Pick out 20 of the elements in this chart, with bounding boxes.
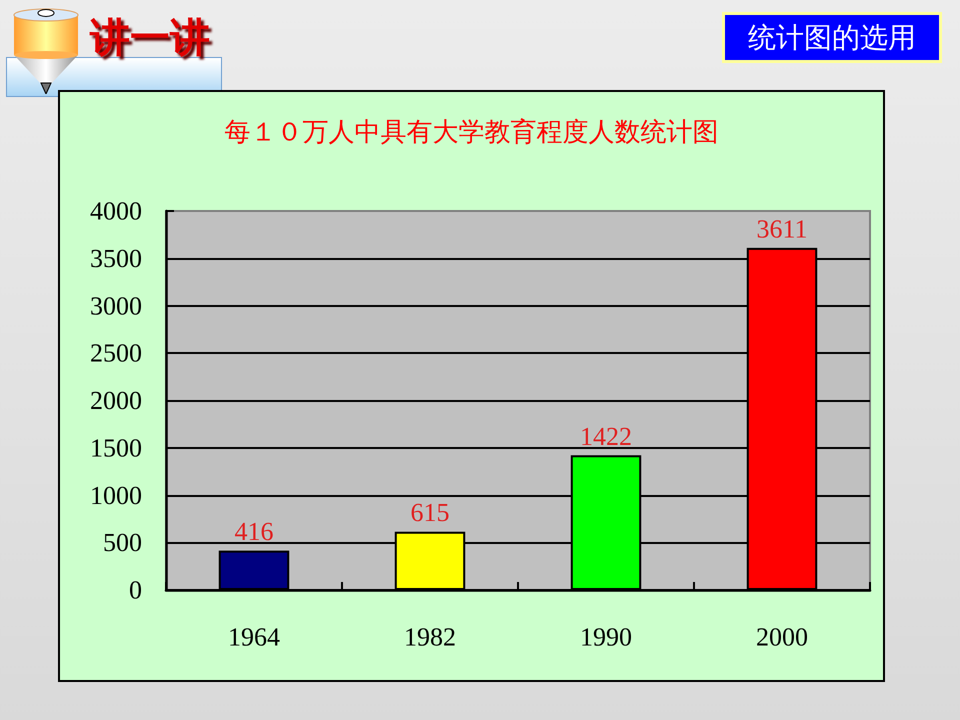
y-tick-label: 1000 (90, 480, 142, 510)
y-tick-label: 500 (103, 528, 142, 558)
y-tick-label: 3000 (90, 291, 142, 320)
x-tick-label: 1964 (228, 622, 280, 652)
text: 讲一讲 (90, 14, 210, 62)
text: 统计图的选用 (722, 12, 942, 63)
x-tick-label: 1990 (580, 622, 632, 652)
x-tick-label: 2000 (756, 622, 808, 652)
data-label: 3611 (756, 214, 808, 244)
y-tick-label: 0 (129, 576, 142, 604)
data-label: 615 (410, 498, 450, 528)
y-tick-label: 3500 (90, 244, 142, 273)
y-tick-label: 4000 (90, 196, 142, 226)
y-tick-label: 2000 (90, 386, 142, 415)
y-tick-label: 1500 (90, 433, 142, 462)
data-label: 1422 (580, 422, 632, 451)
x-tick-label: 1982 (404, 622, 456, 652)
y-tick-label: 2500 (90, 338, 142, 368)
chart-title: 每１０万人中具有大学教育程度人数统计图 (224, 118, 718, 146)
data-label: 416 (234, 517, 274, 546)
